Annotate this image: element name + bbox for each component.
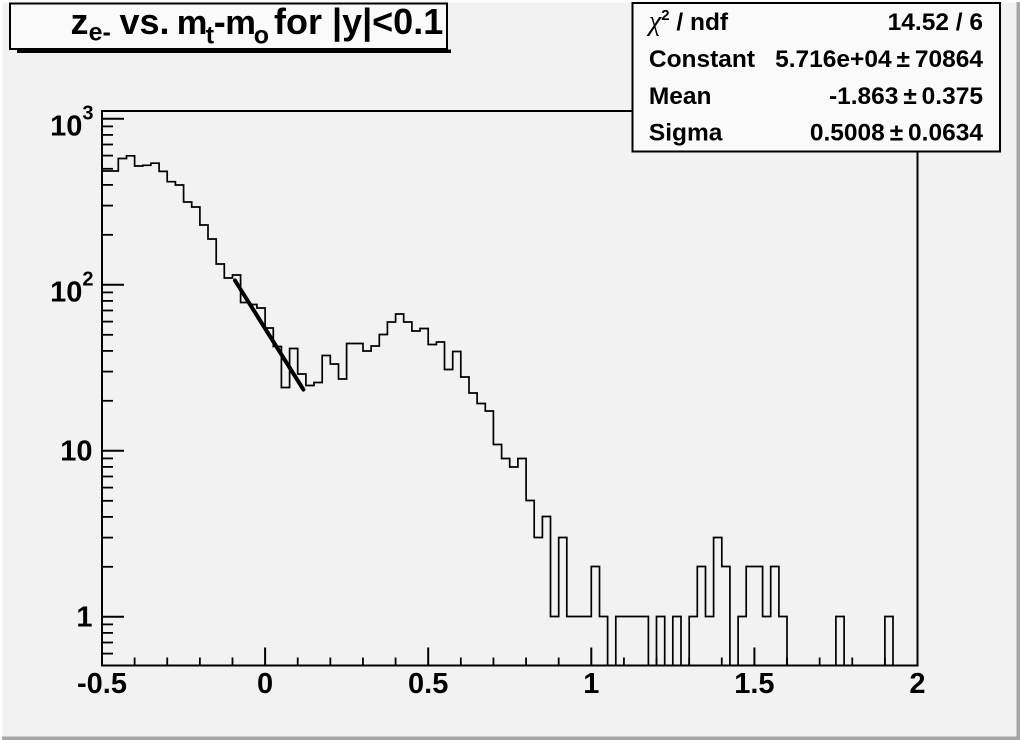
svg-text:0: 0 bbox=[257, 668, 273, 700]
svg-text:vs.: vs. bbox=[120, 1, 170, 42]
svg-text:1: 1 bbox=[583, 668, 599, 700]
svg-text:t: t bbox=[206, 22, 215, 50]
svg-text:1.5: 1.5 bbox=[734, 668, 774, 700]
svg-text:0.5: 0.5 bbox=[408, 668, 448, 700]
svg-text:e-: e- bbox=[89, 19, 111, 47]
svg-text:z: z bbox=[71, 1, 89, 42]
svg-text:10: 10 bbox=[60, 436, 92, 468]
svg-text:m: m bbox=[177, 4, 208, 42]
svg-text:1: 1 bbox=[76, 602, 92, 634]
svg-text:Constant: Constant bbox=[649, 46, 755, 73]
svg-text:-: - bbox=[214, 1, 226, 42]
svg-text:o: o bbox=[254, 22, 269, 50]
svg-text:Sigma: Sigma bbox=[649, 120, 723, 147]
svg-text:χ2 / ndf: χ2 / ndf bbox=[646, 6, 729, 37]
svg-text:Mean: Mean bbox=[649, 83, 712, 110]
svg-text:2: 2 bbox=[909, 668, 925, 700]
svg-text:-0.5: -0.5 bbox=[77, 668, 127, 700]
svg-text:m: m bbox=[225, 4, 256, 42]
svg-text:for |y|<0.1: for |y|<0.1 bbox=[274, 1, 443, 43]
svg-text:0.5008 ± 0.0634: 0.5008 ± 0.0634 bbox=[810, 120, 984, 147]
svg-text:-1.863 ± 0.375: -1.863 ± 0.375 bbox=[829, 83, 983, 110]
svg-text:5.716e+04 ± 70864: 5.716e+04 ± 70864 bbox=[775, 46, 983, 73]
svg-text:14.52 / 6: 14.52 / 6 bbox=[888, 9, 983, 36]
